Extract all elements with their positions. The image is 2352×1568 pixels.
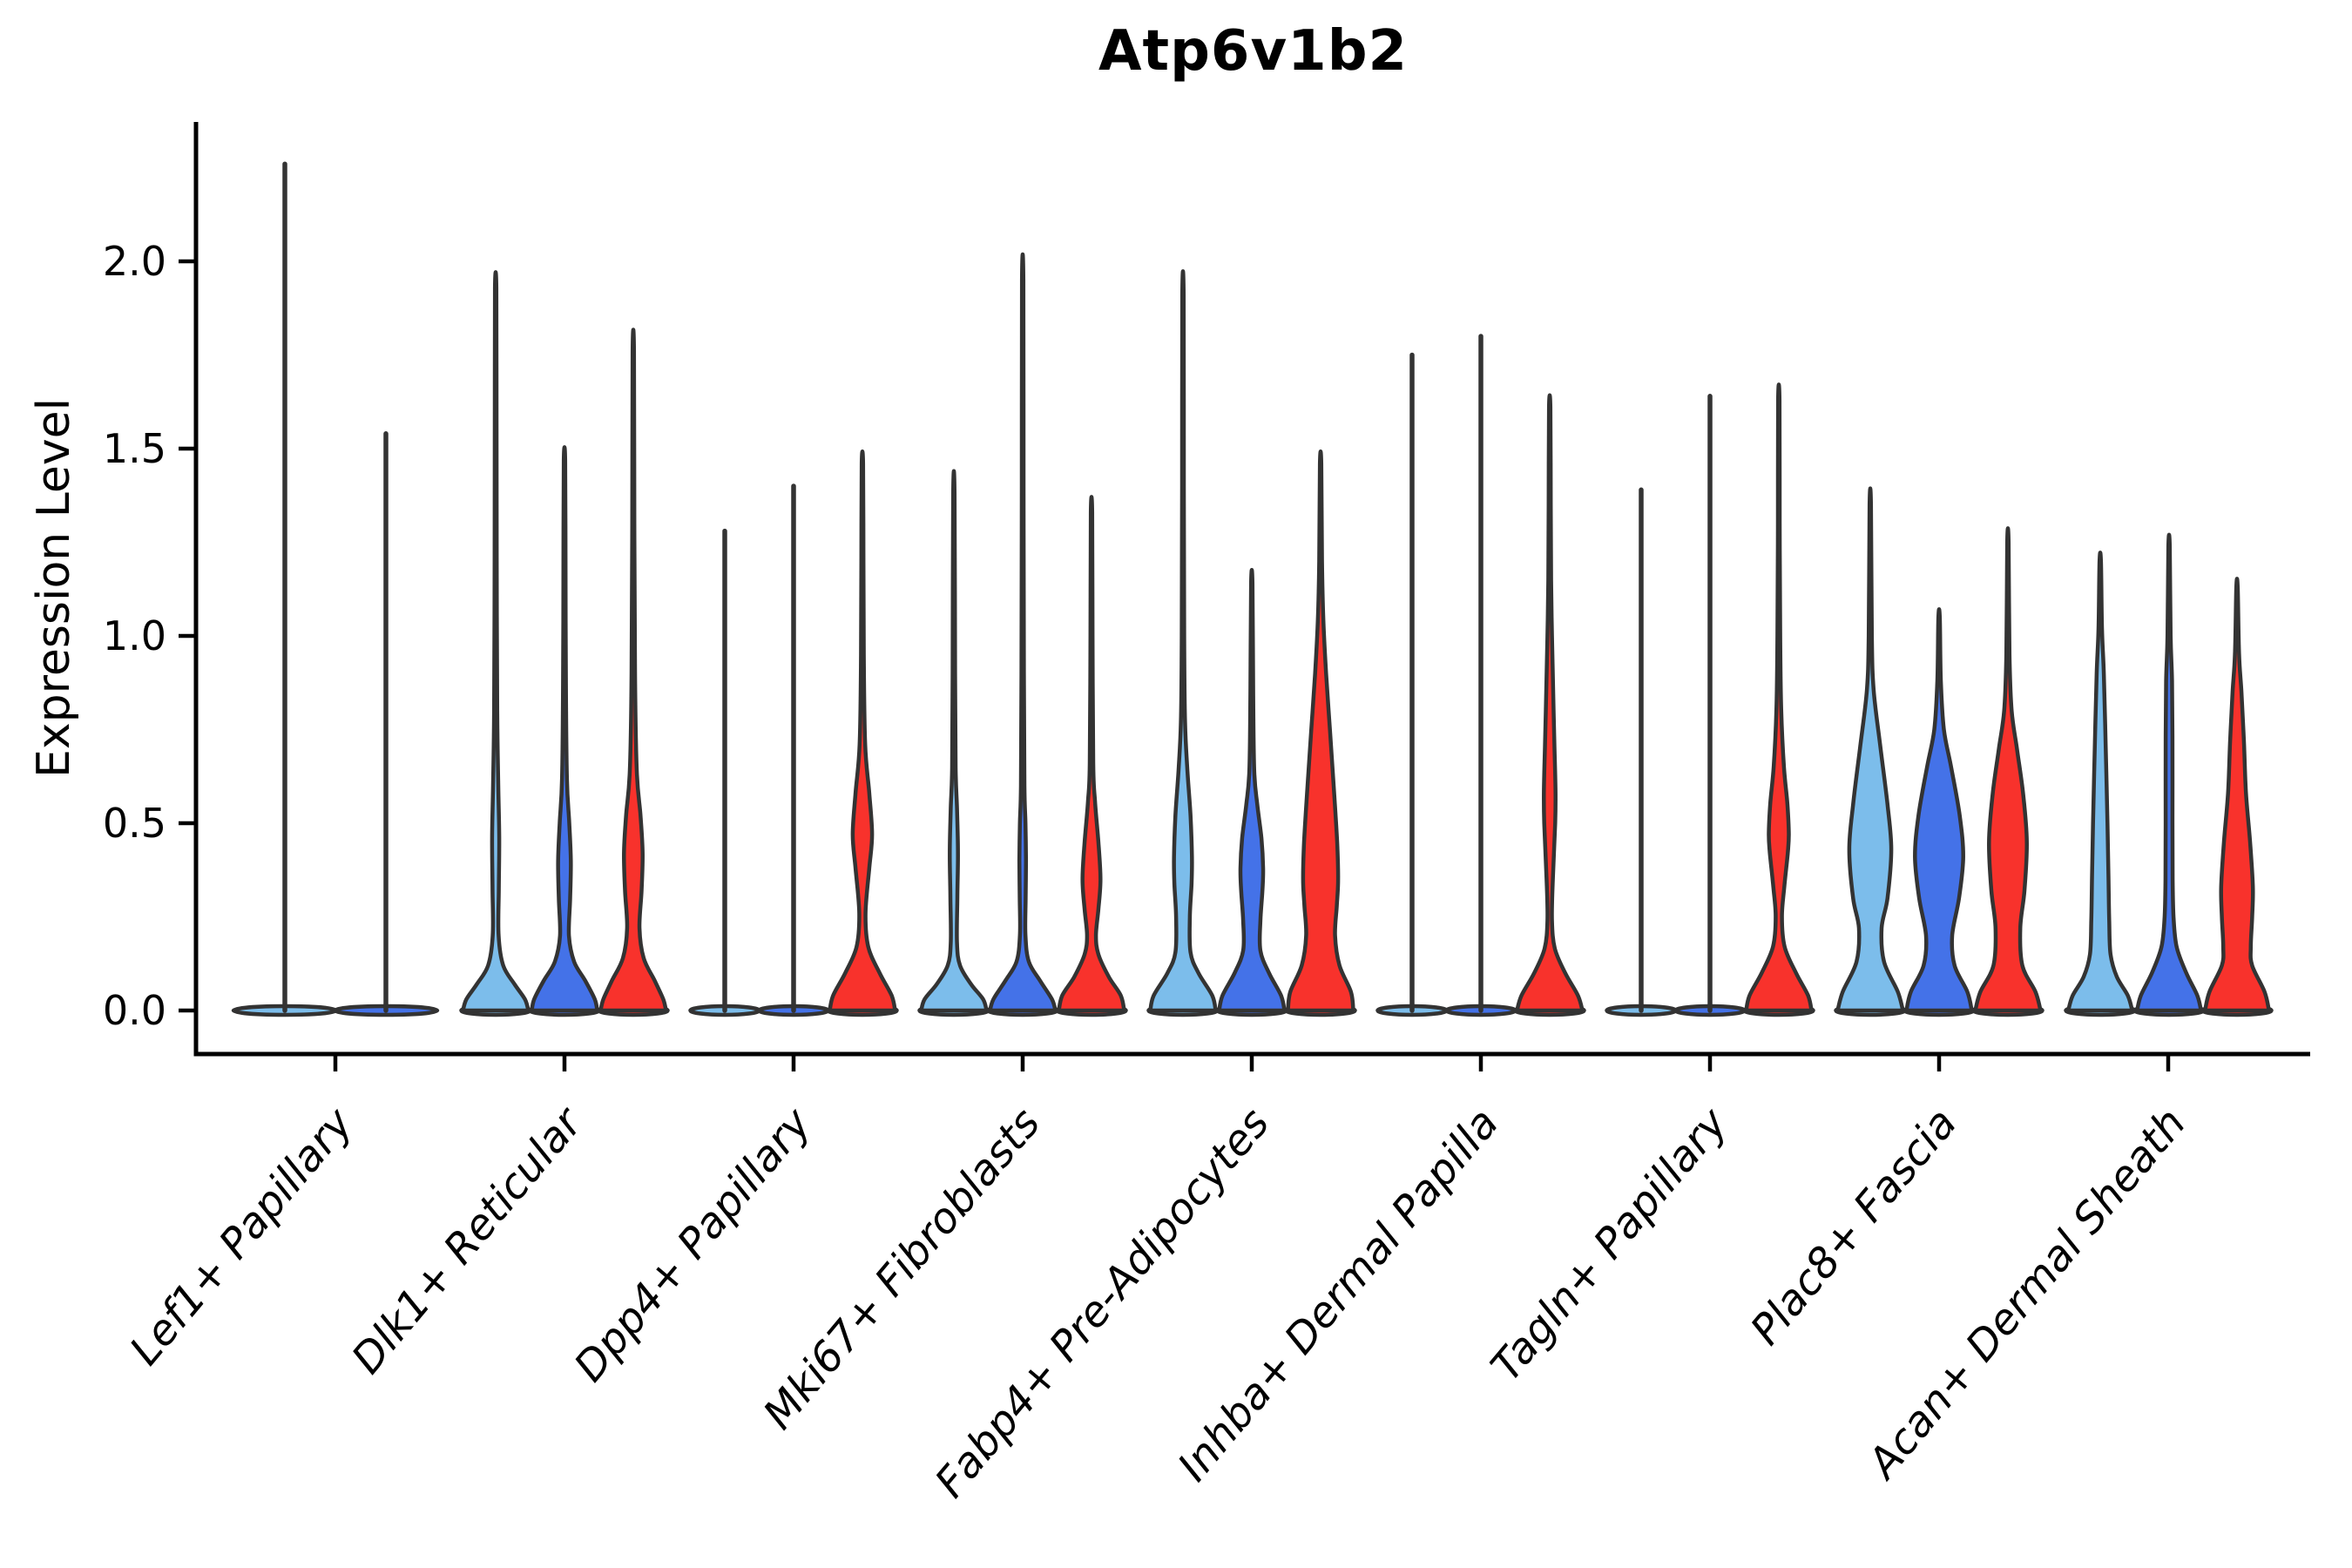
violin-body [1835, 486, 1905, 1013]
x-category-label: Dpp4+ Papillary [564, 1098, 821, 1390]
y-axis-label: Expression Level [28, 397, 80, 779]
x-category-label: Lef1+ Papillary [120, 1098, 362, 1375]
violin-body [1217, 567, 1287, 1013]
x-category-label: Plac8+ Fascia [1741, 1099, 1966, 1355]
violin-body [1744, 382, 1814, 1013]
y-tick-label: 0.0 [103, 987, 166, 1034]
violin-body [1057, 495, 1126, 1013]
violin-body [530, 445, 599, 1013]
violin-body [598, 328, 668, 1013]
violin-body [828, 449, 897, 1013]
y-tick-label: 1.0 [103, 612, 166, 659]
violin-body [461, 270, 531, 1013]
chart-title: Atp6v1b2 [1098, 19, 1409, 84]
y-tick-label: 2.0 [103, 238, 166, 285]
violin-body [1904, 607, 1974, 1013]
x-category-label: Dlk1+ Reticular [342, 1097, 593, 1382]
violin-body [2203, 577, 2271, 1013]
violin-body [1973, 526, 2043, 1013]
violin-body [2135, 532, 2203, 1013]
violin-body [919, 469, 989, 1013]
y-tick-label: 0.5 [103, 800, 166, 847]
violin-body [1286, 449, 1355, 1013]
violin-body [988, 253, 1058, 1013]
violin-body [1515, 393, 1585, 1013]
y-tick-label: 1.5 [103, 425, 166, 472]
x-category-label: Tagln+ Papillary [1482, 1098, 1738, 1390]
violin-body [2066, 551, 2134, 1013]
violin-body [1148, 269, 1218, 1013]
